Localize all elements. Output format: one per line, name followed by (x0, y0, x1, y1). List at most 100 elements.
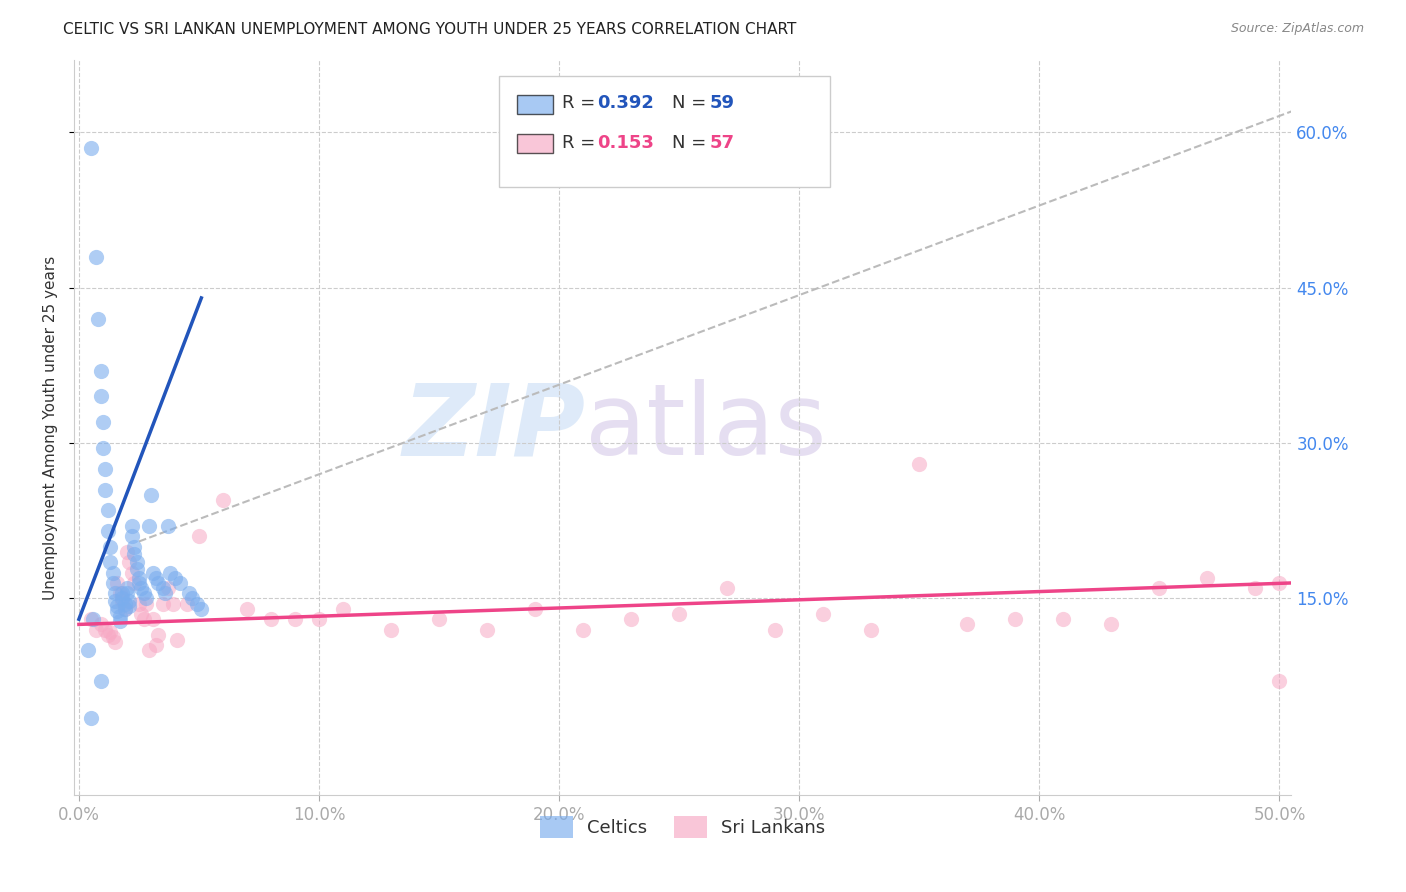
Point (89, 389, 111, 403)
Point (115, 545, 138, 559)
Point (131, 581, 153, 595)
Point (105, 576, 128, 591)
Point (159, 566, 181, 580)
Point (138, 519, 160, 533)
Text: R =: R = (562, 95, 602, 112)
Point (169, 576, 191, 591)
Point (121, 529, 143, 543)
Point (91, 441, 114, 455)
Point (716, 581, 738, 595)
Point (104, 635, 127, 649)
Point (101, 630, 124, 644)
Text: N =: N = (672, 134, 711, 152)
Y-axis label: Unemployment Among Youth under 25 years: Unemployment Among Youth under 25 years (44, 255, 58, 599)
Point (1197, 571, 1219, 585)
Point (813, 607, 835, 621)
Point (105, 604, 128, 618)
Point (105, 599, 128, 613)
Point (190, 602, 212, 616)
Point (236, 602, 259, 616)
Point (1268, 674, 1291, 689)
Point (87, 311, 110, 326)
Point (763, 623, 786, 637)
Point (152, 581, 174, 595)
Point (128, 597, 150, 611)
Point (138, 643, 160, 657)
Point (284, 612, 307, 626)
Point (1052, 612, 1074, 626)
Point (260, 612, 283, 626)
Point (122, 576, 145, 591)
Point (114, 602, 136, 616)
Text: N =: N = (672, 95, 711, 112)
Point (122, 540, 145, 554)
Point (132, 586, 155, 600)
Point (180, 591, 202, 606)
Point (142, 566, 165, 580)
Point (188, 529, 211, 543)
Point (111, 591, 134, 606)
Point (115, 581, 138, 595)
Point (118, 599, 141, 613)
Text: Source: ZipAtlas.com: Source: ZipAtlas.com (1230, 22, 1364, 36)
Point (132, 612, 155, 626)
Text: CELTIC VS SRI LANKAN UNEMPLOYMENT AMONG YOUTH UNDER 25 YEARS CORRELATION CHART: CELTIC VS SRI LANKAN UNEMPLOYMENT AMONG … (63, 22, 797, 37)
Point (145, 571, 167, 585)
Point (104, 586, 127, 600)
Text: 59: 59 (710, 95, 735, 112)
Point (163, 571, 186, 585)
Point (572, 623, 595, 637)
Point (524, 602, 547, 616)
Point (97, 503, 120, 517)
Point (122, 547, 145, 561)
Point (139, 488, 162, 502)
Point (1099, 617, 1122, 632)
Point (131, 607, 153, 621)
Point (176, 597, 198, 611)
Point (115, 586, 138, 600)
Point (125, 555, 148, 569)
Point (135, 597, 157, 611)
Point (84, 623, 107, 637)
Point (128, 576, 150, 591)
Point (80, 612, 103, 626)
Point (94, 483, 117, 497)
Point (179, 586, 201, 600)
Point (1004, 612, 1026, 626)
Point (475, 623, 498, 637)
Text: R =: R = (562, 134, 602, 152)
Point (98, 624, 121, 639)
Point (97, 628, 120, 642)
Point (118, 555, 141, 569)
Point (114, 602, 136, 616)
Point (80, 711, 103, 725)
Point (89, 674, 111, 689)
Point (162, 597, 184, 611)
Point (146, 576, 169, 591)
Point (956, 617, 979, 632)
Point (212, 493, 235, 508)
Point (380, 623, 402, 637)
Point (125, 562, 148, 576)
Point (620, 612, 643, 626)
Point (89, 363, 111, 377)
Point (101, 576, 124, 591)
Point (84, 250, 107, 264)
Text: 0.392: 0.392 (598, 95, 654, 112)
Point (114, 597, 136, 611)
Point (860, 623, 883, 637)
Point (135, 591, 157, 606)
Point (97, 524, 120, 538)
Point (156, 519, 179, 533)
Point (101, 566, 124, 580)
Legend: Celtics, Sri Lankans: Celtics, Sri Lankans (533, 809, 832, 846)
Text: ZIP: ZIP (402, 379, 585, 476)
Point (94, 462, 117, 476)
Point (155, 586, 177, 600)
Point (82, 612, 104, 626)
Point (108, 615, 131, 629)
Point (156, 581, 179, 595)
Point (91, 415, 114, 429)
Point (89, 617, 111, 632)
Text: 57: 57 (710, 134, 735, 152)
